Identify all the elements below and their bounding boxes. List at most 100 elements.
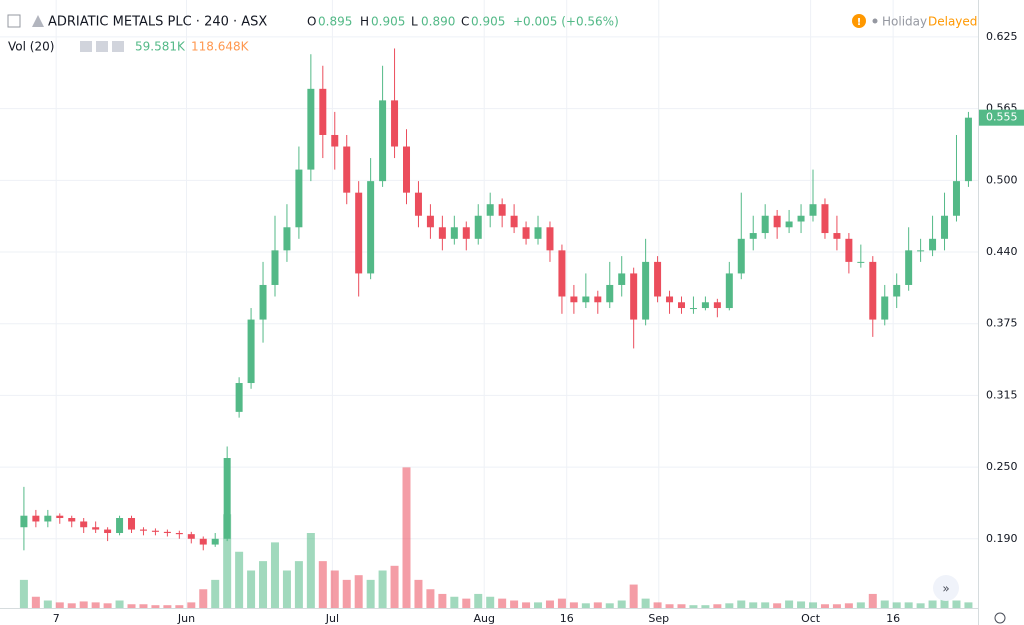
candle-body	[821, 204, 829, 234]
ohlc-label: L	[411, 15, 418, 29]
volume-bar	[31, 596, 40, 608]
x-tick-label: Aug	[473, 612, 494, 625]
ohlc-label: H	[360, 15, 369, 29]
volume-bar	[737, 600, 746, 608]
candle-body	[833, 233, 841, 239]
warning-mark: !	[857, 17, 862, 28]
settings-button[interactable]	[96, 41, 108, 52]
status-label: Holiday	[882, 15, 927, 29]
y-tick-label: 0.500	[986, 173, 1018, 186]
volume-bar	[856, 602, 865, 608]
candle-body	[211, 538, 219, 545]
volume-bar	[844, 603, 853, 608]
candle-body	[462, 227, 470, 239]
candle-body	[964, 117, 972, 182]
volume-bar	[880, 600, 889, 608]
volume-bar	[940, 598, 949, 608]
candle-body	[749, 233, 757, 239]
candle-body	[725, 273, 733, 309]
volume-bar	[127, 604, 136, 608]
candle-body	[713, 302, 721, 309]
volume-bar	[247, 570, 256, 608]
scroll-button[interactable]	[933, 575, 959, 601]
candle-body	[474, 215, 482, 239]
volume-bar	[270, 542, 279, 608]
volume-bar	[809, 602, 818, 608]
candle-body	[80, 521, 88, 528]
candle-body	[929, 238, 937, 251]
candle-body	[116, 518, 124, 534]
candle-body	[187, 534, 195, 539]
candle-body	[68, 518, 76, 522]
volume-bar	[701, 605, 710, 608]
candle-body	[151, 530, 159, 532]
candle-body	[355, 192, 363, 274]
x-tick-label: 16	[560, 612, 574, 625]
candle-body	[450, 227, 458, 239]
candle-body	[56, 515, 64, 519]
volume-bar	[569, 602, 578, 608]
candle-body	[809, 204, 817, 216]
symbol-title: ADRIATIC METALS PLC · 240 · ASX	[48, 15, 267, 30]
remove-button[interactable]	[112, 41, 124, 52]
warning-icon[interactable]	[852, 14, 866, 28]
candle-body	[689, 308, 697, 310]
candle-body	[44, 515, 52, 522]
candle-body	[570, 296, 578, 303]
volume-bar	[964, 602, 973, 608]
status-label: Delayed	[928, 15, 977, 29]
candle-body	[163, 531, 171, 534]
volume-bar	[557, 598, 566, 608]
candle-body	[881, 296, 889, 320]
volume-bar	[187, 602, 196, 608]
volume-bar	[67, 603, 76, 608]
volume-bar	[785, 600, 794, 608]
volume-bar	[713, 604, 722, 608]
y-tick-label: 0.250	[986, 460, 1018, 473]
candle-body	[666, 296, 674, 303]
candle-body	[498, 204, 506, 216]
volume-bar	[677, 604, 686, 608]
volume-bar	[294, 561, 303, 608]
y-tick-label: 0.375	[986, 317, 1018, 330]
volume-bar	[390, 565, 399, 608]
candle-body	[128, 518, 136, 530]
volume-bar	[115, 600, 124, 608]
volume-bar	[498, 598, 507, 608]
volume-bar	[593, 602, 602, 608]
eye-button[interactable]	[80, 41, 92, 52]
volume-bar	[653, 602, 662, 608]
candle-body	[630, 273, 638, 320]
ohlc-value: 0.895	[318, 15, 352, 29]
candle-body	[414, 192, 422, 216]
candle-body	[271, 250, 279, 285]
candle-body	[761, 215, 769, 234]
volume-bar	[928, 600, 937, 608]
volume-bar	[402, 467, 411, 608]
y-tick-label: 0.440	[986, 245, 1018, 258]
candle-body	[331, 134, 339, 147]
candle-body	[510, 215, 518, 228]
candle-body	[606, 284, 614, 303]
volume-bar	[510, 600, 519, 608]
ohlc-value: 0.890	[421, 15, 455, 29]
candle-body	[367, 181, 375, 274]
volume-bar	[820, 604, 829, 608]
volume-bar	[378, 570, 387, 608]
candle-body	[917, 250, 925, 252]
volume-bar	[773, 603, 782, 608]
ohlc-value: 0.905	[471, 15, 505, 29]
volume-bar	[797, 601, 806, 608]
candle-body	[701, 302, 709, 309]
menu-icon[interactable]	[7, 14, 21, 28]
volume-title: Vol (20)	[8, 40, 54, 54]
candle-body	[654, 261, 662, 297]
y-tick-label: 0.625	[986, 30, 1018, 43]
volume-bar	[79, 601, 88, 608]
settings-icon[interactable]	[994, 612, 1006, 624]
candle-body	[677, 302, 685, 309]
volume-bar	[366, 579, 375, 608]
volume-bar	[545, 600, 554, 608]
volume-bar	[952, 600, 961, 608]
